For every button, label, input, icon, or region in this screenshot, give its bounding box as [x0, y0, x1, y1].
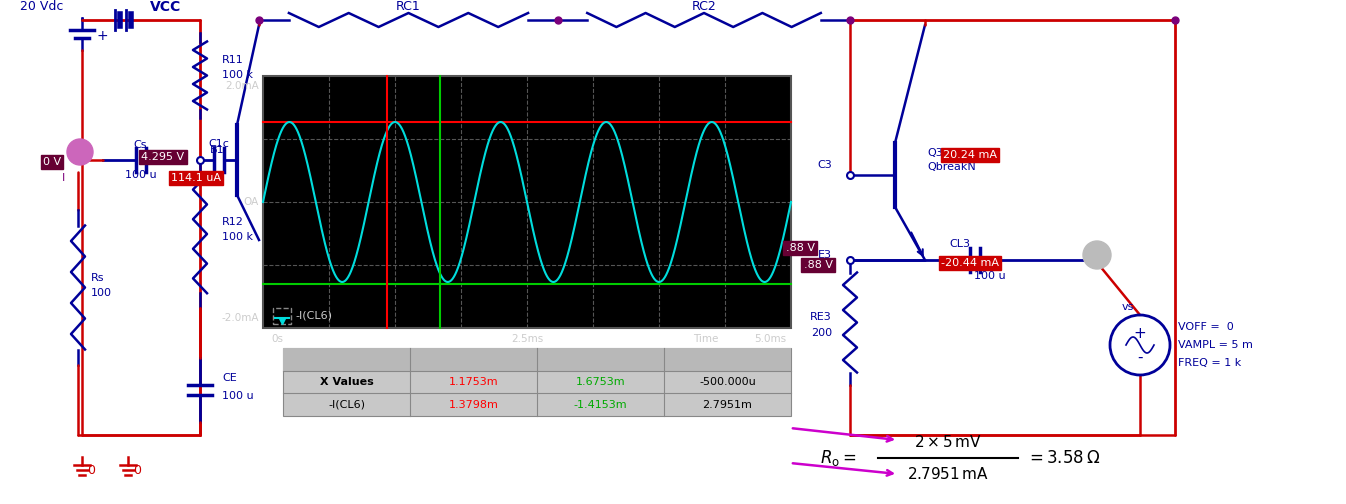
Text: $R_{\mathrm{o}}=$: $R_{\mathrm{o}}=$	[820, 448, 856, 468]
Text: 0: 0	[133, 464, 141, 476]
Text: +: +	[96, 29, 108, 43]
Text: 100: 100	[92, 288, 112, 298]
Text: E1c: E1c	[262, 214, 285, 226]
Text: 100 u: 100 u	[975, 271, 1005, 281]
Text: -20.44 mA: -20.44 mA	[941, 258, 999, 268]
Text: 100 u: 100 u	[125, 170, 156, 180]
Text: -: -	[1137, 349, 1143, 364]
Text: Q3: Q3	[927, 148, 942, 158]
Text: -500.000u: -500.000u	[699, 377, 756, 387]
Text: R11: R11	[222, 55, 244, 65]
Text: Trace Name: Trace Name	[306, 353, 388, 366]
Text: 200: 200	[810, 328, 832, 338]
Text: B1: B1	[210, 145, 225, 155]
Bar	[273, 308, 291, 324]
Text: 2.0mA: 2.0mA	[225, 81, 258, 91]
Text: 100 u: 100 u	[222, 391, 253, 401]
Text: VOFF =  0: VOFF = 0	[1178, 322, 1234, 332]
Text: +: +	[1133, 326, 1147, 341]
Text: 0: 0	[87, 464, 96, 476]
Text: $2\times5\,\mathrm{mV}$: $2\times5\,\mathrm{mV}$	[914, 434, 981, 450]
Text: .88 V: .88 V	[786, 243, 814, 253]
Text: $=3.58\,\Omega$: $=3.58\,\Omega$	[1026, 449, 1100, 467]
Text: OA: OA	[244, 197, 258, 207]
Text: CL3: CL3	[949, 239, 970, 249]
Text: C3: C3	[817, 160, 832, 170]
Text: -1.4153m: -1.4153m	[573, 400, 627, 410]
Text: -I(CL6): -I(CL6)	[328, 400, 365, 410]
Text: Rs: Rs	[92, 273, 105, 283]
Text: 5.0ms: 5.0ms	[754, 334, 786, 344]
Text: RC1: RC1	[396, 0, 421, 13]
Text: X Values: X Values	[319, 377, 373, 387]
Text: 2.5ms: 2.5ms	[511, 334, 544, 344]
Text: RE3: RE3	[810, 312, 832, 323]
Text: RC2: RC2	[692, 0, 716, 13]
Text: Q: Q	[262, 132, 272, 145]
Text: I: I	[62, 173, 65, 183]
Text: 2.7951m: 2.7951m	[703, 400, 752, 410]
Text: 0s: 0s	[271, 334, 283, 344]
Text: C1c: C1c	[209, 139, 229, 149]
Text: -I(CL6): -I(CL6)	[295, 311, 332, 321]
Text: 1.6753m: 1.6753m	[576, 377, 626, 387]
Text: Y1: Y1	[463, 352, 483, 366]
Text: 4.295 V: 4.295 V	[141, 152, 184, 162]
Text: QbreakN: QbreakN	[927, 162, 976, 172]
Bar	[283, 348, 791, 370]
Text: 114.1 uA: 114.1 uA	[171, 173, 221, 183]
Text: Cs: Cs	[133, 140, 147, 150]
Text: FREQ = 1 k: FREQ = 1 k	[1178, 358, 1241, 368]
Text: VAMPL = 5 m: VAMPL = 5 m	[1178, 340, 1253, 350]
Text: Y2: Y2	[591, 352, 611, 366]
Text: 100 k: 100 k	[222, 70, 253, 80]
Bar	[283, 348, 791, 416]
Text: -2.0mA: -2.0mA	[222, 313, 258, 323]
Text: VCC: VCC	[149, 0, 182, 14]
Text: 1.1753m: 1.1753m	[448, 377, 498, 387]
Circle shape	[1084, 241, 1110, 269]
Text: Y1 - Y2: Y1 - Y2	[703, 353, 752, 366]
Text: Time: Time	[693, 334, 719, 344]
Circle shape	[67, 139, 93, 165]
Text: E3: E3	[818, 250, 832, 260]
Text: vs: vs	[1123, 302, 1135, 312]
Text: .88 V: .88 V	[804, 260, 832, 270]
Text: CE: CE	[222, 373, 237, 383]
Text: R12: R12	[222, 217, 244, 227]
Text: 100 k: 100 k	[222, 232, 253, 242]
Text: 1.3798m: 1.3798m	[448, 400, 498, 410]
Bar	[262, 76, 791, 328]
Text: 20.24 mA: 20.24 mA	[944, 150, 997, 160]
Text: 0 V: 0 V	[43, 157, 61, 167]
Text: $2.7951\,\mathrm{mA}$: $2.7951\,\mathrm{mA}$	[907, 466, 989, 482]
Text: 20 Vdc: 20 Vdc	[20, 1, 63, 14]
